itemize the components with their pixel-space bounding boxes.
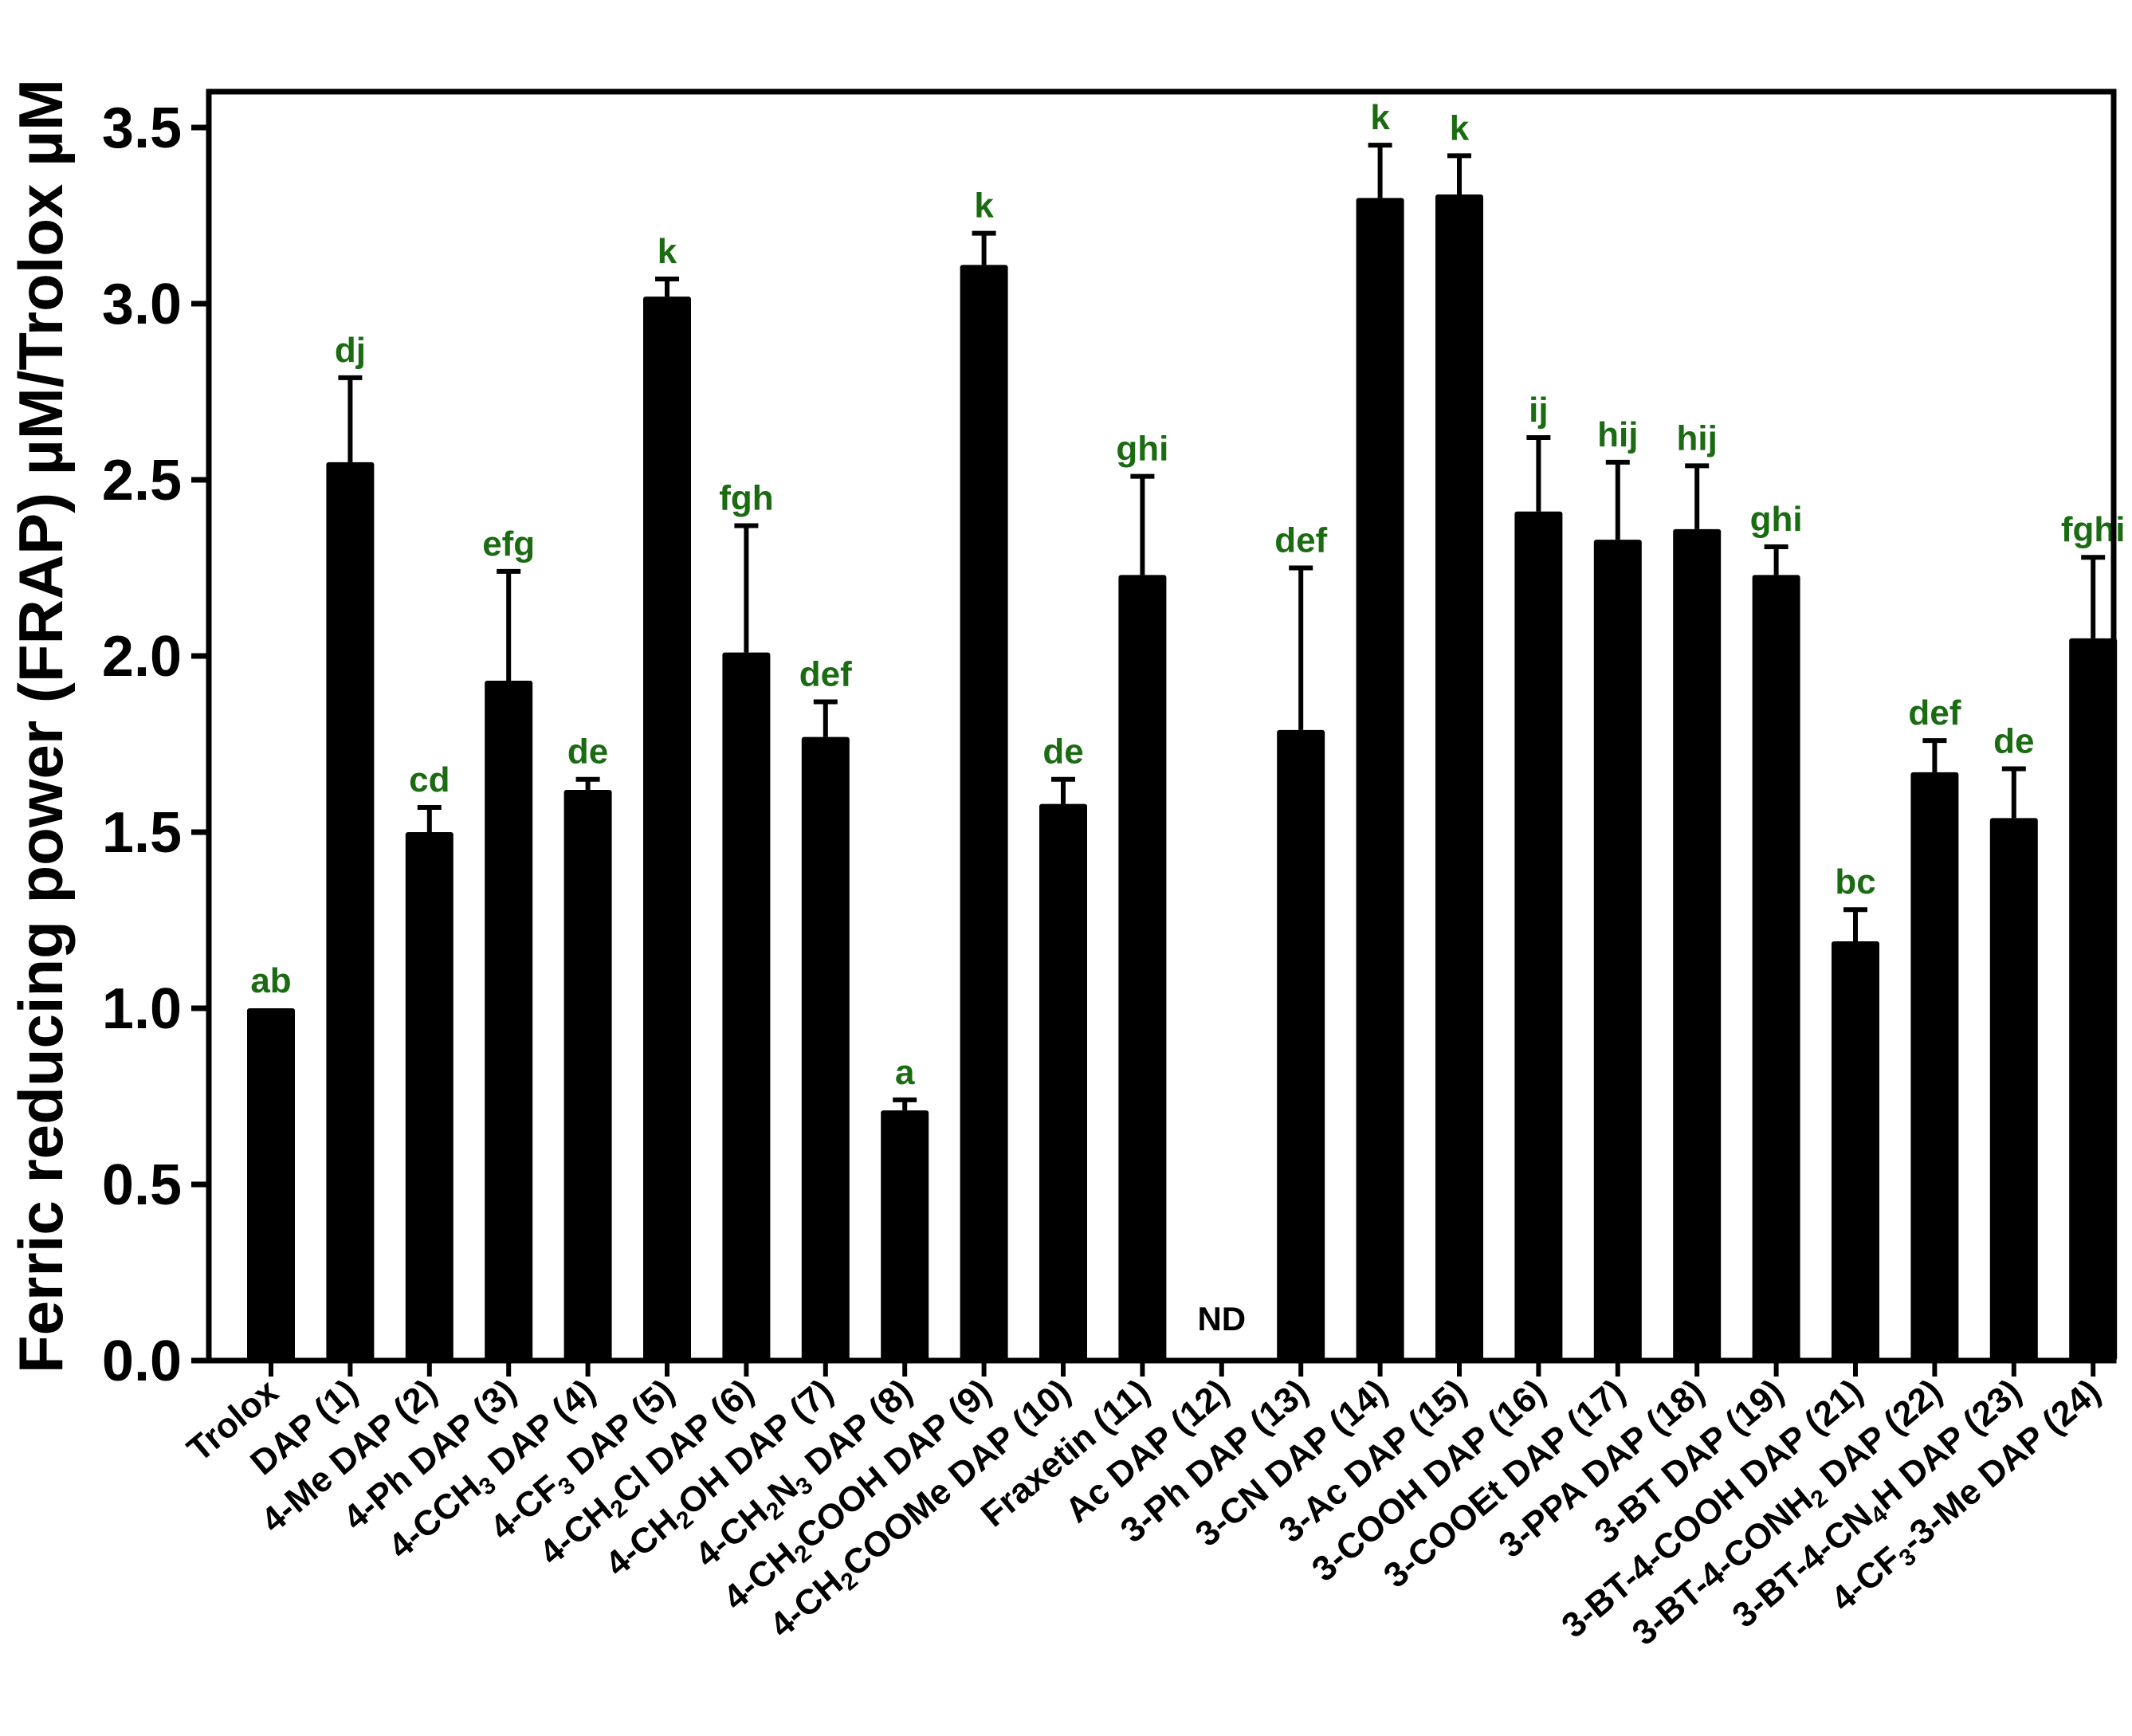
y-axis: 0.0 0.5 1.0 1.5 2.0 2.5 3.0 3.5 (102, 96, 209, 1393)
bar (1356, 198, 1404, 1361)
significance-label: k (1370, 98, 1390, 137)
significance-label: hij (1677, 418, 1718, 458)
bar (1832, 941, 1879, 1361)
bar (1514, 511, 1563, 1361)
bar (1752, 575, 1800, 1361)
significance-labels-layer: ab dj cd efg de k fgh def a k de ghi ND def k k ij hij hij… (250, 98, 2125, 1337)
y-tick-label: 0.0 (102, 1329, 182, 1393)
significance-label: hij (1597, 415, 1638, 454)
bar (1989, 818, 2038, 1361)
bar (960, 265, 1008, 1361)
bar (1593, 540, 1642, 1361)
y-tick-label: 2.0 (102, 625, 182, 689)
bar (1039, 803, 1087, 1361)
significance-label: cd (409, 760, 450, 799)
bar (1910, 772, 1959, 1361)
bar (1118, 575, 1167, 1361)
bar (722, 652, 771, 1361)
significance-label: def (799, 654, 852, 693)
significance-label: ghi (1116, 430, 1168, 469)
y-tick-label: 3.5 (102, 96, 182, 160)
not-determined-label: ND (1197, 1300, 1246, 1337)
bars-layer (247, 194, 2118, 1361)
y-tick-label: 0.5 (102, 1153, 182, 1217)
significance-label: a (895, 1053, 915, 1092)
bar (801, 736, 850, 1361)
bar (405, 832, 453, 1361)
significance-label: de (567, 732, 608, 772)
significance-label: bc (1835, 862, 1875, 901)
significance-label: k (1450, 108, 1470, 147)
bar (881, 1110, 929, 1361)
significance-label: fgh (719, 478, 773, 517)
bar (1435, 194, 1483, 1361)
bar (1673, 528, 1722, 1361)
error-bars-layer (338, 143, 2106, 1111)
plot-frame (206, 88, 2117, 1364)
significance-label: ab (250, 961, 291, 1000)
significance-label: k (658, 232, 677, 271)
bar (1277, 729, 1325, 1361)
significance-label: def (1274, 521, 1327, 560)
bar (563, 789, 612, 1361)
bar (643, 297, 691, 1361)
bar (326, 461, 375, 1361)
bar (485, 680, 533, 1361)
y-tick-label: 3.0 (102, 273, 182, 336)
significance-label: dj (335, 331, 366, 370)
significance-label: de (1042, 732, 1083, 772)
significance-label: efg (482, 524, 535, 564)
y-tick-label: 1.0 (102, 977, 182, 1041)
significance-label: ij (1529, 391, 1548, 430)
significance-label: de (1993, 721, 2034, 760)
bar (247, 1008, 295, 1361)
bar (2069, 638, 2118, 1361)
y-axis-label: Ferric reducing power (FRAP) µM/Trolox µ… (6, 79, 76, 1373)
y-tick-label: 1.5 (102, 801, 182, 865)
significance-label: def (1908, 693, 1961, 732)
y-tick-label: 2.5 (102, 449, 182, 513)
significance-label: k (974, 187, 994, 226)
significance-label: ghi (1750, 500, 1803, 539)
